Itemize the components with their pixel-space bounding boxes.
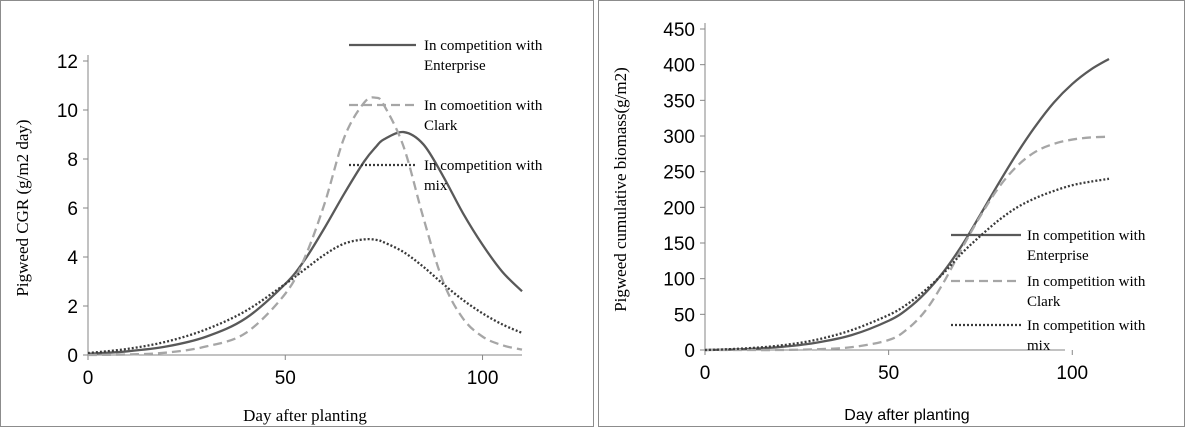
- y-tick-label: 6: [67, 199, 78, 220]
- series-line-1: [704, 57, 1110, 352]
- cgr-chart: 0 2 4 6 8 10 12 0 50 100 Day after planting Pigweed…: [13, 38, 543, 425]
- y-tick-label: 0: [684, 341, 695, 362]
- legend-label-2: In comoetition with Clark: [424, 98, 543, 134]
- y-tick-label: 400: [663, 56, 695, 77]
- x-tick-label: 0: [83, 368, 94, 389]
- legend-label-2: In competition with Clark: [1027, 274, 1146, 310]
- y-tick-label: 50: [674, 305, 695, 326]
- y-tick-label: 10: [57, 101, 78, 122]
- x-tick-label: 50: [878, 363, 899, 384]
- y-tick-label: 4: [67, 248, 78, 269]
- y-tick-label: 350: [663, 91, 695, 112]
- y-tick-label: 100: [663, 270, 695, 291]
- x-axis-title: Day after planting: [243, 406, 367, 425]
- y-tick-label: 300: [663, 127, 695, 148]
- y-tick-label: 250: [663, 163, 695, 184]
- x-axis-title: Day after planting: [844, 407, 969, 424]
- x-tick-label: 100: [1056, 363, 1088, 384]
- series-line-2: [87, 96, 523, 357]
- chart-panel-cgr: 0 2 4 6 8 10 12 0 50 100 Day after planting Pigweed…: [0, 0, 594, 427]
- y-tick-label: 200: [663, 198, 695, 219]
- legend-label-1: In competition with Enterprise: [424, 38, 543, 74]
- legend-label-3: In competition with mix: [1027, 318, 1146, 354]
- y-axis-title: Pigweed cumulative biomass(g/m2): [611, 67, 630, 312]
- y-tick-label: 450: [663, 20, 695, 41]
- y-tick-label: 8: [67, 150, 78, 171]
- biomass-chart: 0 50 100 150 200 250 300 350 400 450 0 50 100 Day aft…: [611, 20, 1146, 424]
- y-tick-label: 2: [67, 297, 78, 318]
- y-tick-label: 150: [663, 234, 695, 255]
- legend-label-3: In competition with mix: [424, 158, 543, 194]
- legend-label-1: In competition with Enterprise: [1027, 228, 1146, 264]
- y-axis-title: Pigweed CGR (g/m2 day): [13, 119, 32, 296]
- y-tick-label: 12: [57, 52, 78, 73]
- series-line-2: [705, 135, 1110, 352]
- chart-panel-biomass: 0 50 100 150 200 250 300 350 400 450 0 50 100 Day aft…: [598, 0, 1185, 427]
- series-line-3: [87, 237, 523, 355]
- series-line-1: [87, 130, 523, 355]
- x-tick-label: 0: [700, 363, 711, 384]
- x-tick-label: 100: [467, 368, 499, 389]
- y-tick-label: 0: [67, 346, 78, 367]
- x-tick-label: 50: [275, 368, 296, 389]
